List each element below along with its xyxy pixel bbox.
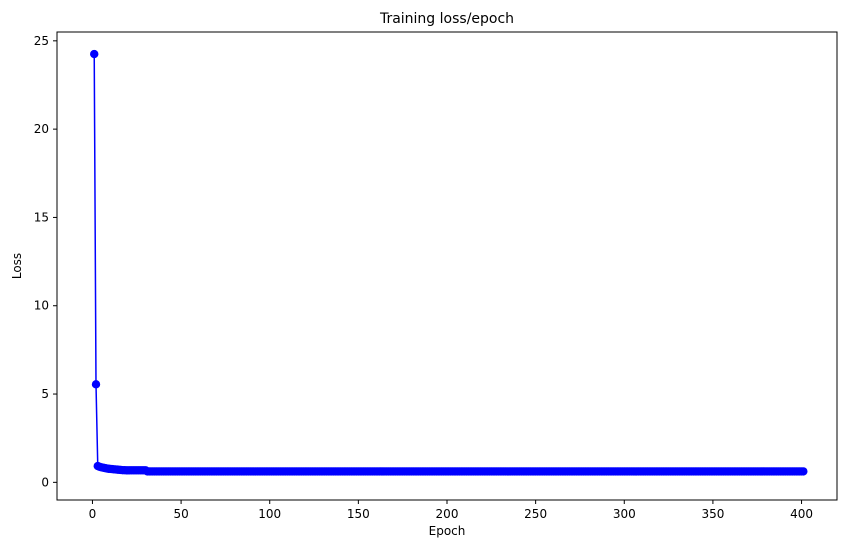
x-tick-label: 50	[173, 507, 188, 521]
x-tick-label: 400	[790, 507, 813, 521]
x-tick-label: 200	[436, 507, 459, 521]
y-tick-label: 15	[34, 210, 49, 224]
x-tick-label: 300	[613, 507, 636, 521]
plot-frame	[56, 31, 838, 501]
x-tick-label: 0	[89, 507, 97, 521]
y-tick-label: 0	[41, 475, 49, 489]
y-tick-label: 5	[41, 387, 49, 401]
x-tick-label: 100	[258, 507, 281, 521]
y-axis: 0 5 10 15 20 25	[34, 34, 57, 489]
y-axis-label: Loss	[10, 253, 24, 279]
data-point	[91, 380, 101, 389]
x-axis: 0 50 100 150 200 250 300 350 400	[89, 500, 813, 521]
y-tick-label: 10	[34, 299, 49, 313]
chart-title: Training loss/epoch	[379, 11, 514, 27]
series-line	[93, 54, 804, 473]
x-axis-label: Epoch	[429, 524, 466, 538]
x-tick-label: 250	[524, 507, 547, 521]
y-tick-label: 20	[34, 122, 49, 136]
x-tick-label: 350	[701, 507, 724, 521]
plot-area	[90, 49, 808, 476]
y-tick-label: 25	[34, 34, 49, 48]
x-tick-label: 150	[347, 507, 370, 521]
data-point	[799, 467, 808, 476]
data-point	[90, 49, 99, 59]
